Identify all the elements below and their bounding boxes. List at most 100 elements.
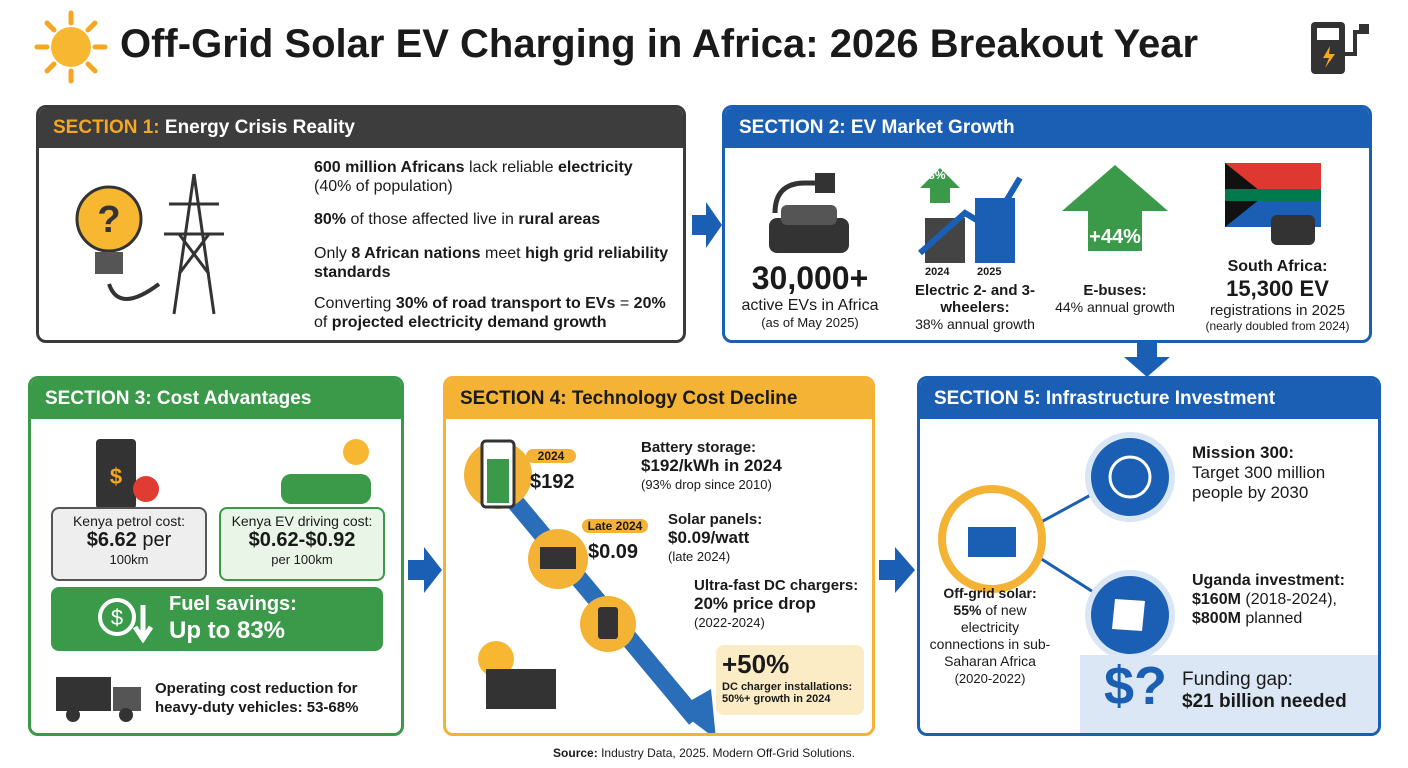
shape bbox=[408, 547, 442, 593]
shape bbox=[66, 708, 80, 722]
text: Fuel savings: bbox=[169, 593, 297, 615]
text: projected electricity demand growth bbox=[331, 314, 607, 331]
shape bbox=[1345, 30, 1363, 56]
text: (as of May 2025) bbox=[761, 315, 859, 330]
shape bbox=[1359, 24, 1369, 34]
text: (late 2024) bbox=[668, 549, 731, 564]
dollar-icon: $? bbox=[1104, 656, 1168, 716]
text: $192/kWh in 2024 bbox=[641, 456, 782, 475]
cost-box: Kenya EV driving cost: $0.62-$0.92 per 100… bbox=[219, 507, 385, 581]
text: (93% drop since 2010) bbox=[641, 477, 772, 492]
year-badge: Late 2024 bbox=[582, 519, 648, 533]
list-item: 80% of those affected live in rural area… bbox=[314, 210, 674, 244]
section-title: Energy Crisis Reality bbox=[164, 117, 355, 138]
shape bbox=[769, 218, 849, 253]
text: 8 African nations bbox=[351, 245, 481, 262]
arrow bbox=[1124, 343, 1170, 377]
tech-item: Battery storage: $192/kWh in 2024 (93% dro… bbox=[641, 439, 782, 494]
arrow bbox=[879, 547, 915, 593]
text: 15,300 EV bbox=[1226, 276, 1329, 301]
shape bbox=[487, 459, 509, 503]
shape: $ bbox=[98, 598, 154, 644]
shape bbox=[1225, 189, 1321, 201]
section-1: SECTION 1: Energy Crisis Reality ? 600 m… bbox=[36, 105, 686, 343]
section-2: SECTION 2: EV Market Growth 30,000+ acti… bbox=[722, 105, 1372, 343]
list-item: Only 8 African nations meet high grid re… bbox=[314, 244, 674, 294]
growth-icon bbox=[918, 168, 1023, 263]
shape bbox=[772, 180, 815, 214]
text: Only bbox=[314, 245, 347, 262]
text: 55% bbox=[953, 602, 982, 618]
text: (2022-2024) bbox=[694, 615, 765, 630]
shape bbox=[598, 607, 618, 639]
shape bbox=[716, 645, 864, 715]
shape bbox=[107, 282, 161, 301]
text: 600 million Africans bbox=[314, 159, 465, 176]
shape bbox=[98, 598, 136, 636]
text: $0.62-$0.92 bbox=[248, 529, 356, 551]
price: $0.09 bbox=[588, 541, 639, 563]
text: (2018-2024), bbox=[1245, 591, 1337, 608]
text: Target 300 million people by 2030 bbox=[1192, 463, 1326, 502]
text: per bbox=[142, 529, 172, 551]
flag-icon bbox=[1225, 163, 1321, 245]
shape bbox=[132, 605, 154, 644]
text: 20% price drop bbox=[694, 594, 816, 613]
shape bbox=[95, 252, 123, 274]
text: 80% bbox=[314, 211, 347, 228]
text: (2020-2022) bbox=[954, 671, 1026, 686]
text: Kenya EV driving cost: bbox=[231, 513, 373, 529]
shape bbox=[1124, 343, 1170, 377]
shape bbox=[975, 198, 1015, 263]
crisis-icon: ? bbox=[75, 173, 224, 315]
sun-icon bbox=[34, 10, 108, 84]
text: of those affected live in bbox=[350, 211, 514, 228]
shape bbox=[486, 669, 556, 709]
text: South Africa: bbox=[1227, 258, 1328, 275]
text: 100km bbox=[109, 552, 149, 567]
up-arrow bbox=[1062, 165, 1168, 251]
offgrid: Off-grid solar: 55% of new electricity co… bbox=[926, 585, 1054, 687]
shape bbox=[119, 708, 133, 722]
text: $21 billion needed bbox=[1182, 691, 1347, 712]
shape bbox=[1062, 165, 1168, 251]
install-value: +50% bbox=[722, 649, 790, 679]
stat: South Africa: 15,300 EV registrations in 2… bbox=[1185, 258, 1369, 333]
stat: 30,000+ active EVs in Africa (as of May … bbox=[735, 260, 885, 330]
badge: +38% bbox=[914, 168, 946, 182]
section-header: SECTION 1: Energy Crisis Reality bbox=[39, 108, 683, 148]
year: 2025 bbox=[977, 266, 1002, 278]
shape bbox=[75, 185, 143, 253]
price: $192 bbox=[530, 471, 575, 493]
ev-icon bbox=[769, 173, 849, 253]
stat: Electric 2- and 3-wheelers: 38% annual gr… bbox=[905, 282, 1045, 332]
text: $0.09/watt bbox=[668, 528, 750, 547]
shape: $ bbox=[111, 605, 123, 630]
text: planned bbox=[1245, 610, 1303, 627]
text: 20% bbox=[633, 295, 666, 312]
shape bbox=[56, 677, 111, 711]
text: Funding gap: bbox=[1182, 669, 1293, 690]
text: Electric 2- and 3-wheelers: bbox=[914, 282, 1036, 316]
text: Kenya petrol cost: bbox=[72, 513, 186, 529]
text: Uganda investment: bbox=[1192, 572, 1345, 589]
decline-graphic bbox=[464, 439, 864, 733]
investment-graphic bbox=[938, 432, 1378, 733]
text: = bbox=[619, 295, 630, 312]
crisis-list: 600 million Africans lack reliable elect… bbox=[314, 158, 674, 332]
arrow bbox=[408, 547, 442, 593]
shape: ? bbox=[97, 199, 120, 241]
shape bbox=[281, 474, 371, 504]
shape bbox=[1080, 655, 1378, 733]
shape bbox=[1085, 432, 1175, 522]
text: 38% annual growth bbox=[915, 316, 1035, 332]
text: lack reliable bbox=[469, 159, 554, 176]
shape bbox=[540, 547, 576, 569]
section-header: SECTION 2: EV Market Growth bbox=[725, 108, 1369, 148]
arrow bbox=[692, 202, 722, 248]
section-4: SECTION 4: Technology Cost Decline 2024 … bbox=[443, 376, 875, 736]
text: Converting bbox=[314, 295, 392, 312]
cost-icons: $ bbox=[96, 439, 371, 509]
shape bbox=[1108, 455, 1152, 499]
